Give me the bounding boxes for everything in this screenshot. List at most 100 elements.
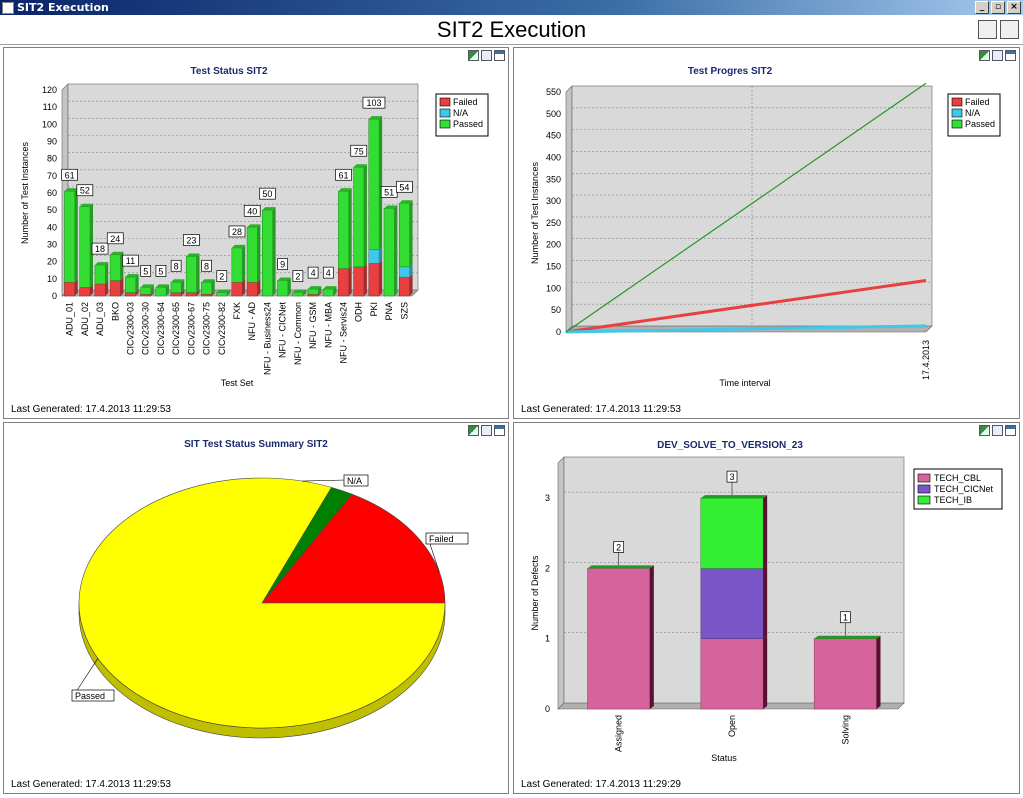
data-label: 54	[399, 182, 409, 192]
export-icon[interactable]	[978, 20, 997, 39]
zoom-icon[interactable]	[481, 50, 492, 61]
bar-segment	[368, 249, 380, 264]
data-label-box	[140, 265, 152, 277]
x-tick-label: CICv2300-30	[141, 302, 151, 355]
panel-toolbar	[468, 425, 505, 436]
data-label: 11	[126, 256, 135, 266]
bar-side	[763, 635, 768, 709]
y-tick-label: 30	[47, 240, 57, 250]
restore-button[interactable]: ▫	[991, 1, 1005, 14]
data-label: 24	[110, 234, 120, 244]
legend-swatch	[439, 97, 451, 107]
bar-segment	[201, 294, 212, 297]
export-excel-icon[interactable]	[979, 425, 990, 436]
panel-toolbar	[979, 50, 1016, 61]
pie-label-box	[71, 689, 115, 702]
y-tick-label: 40	[47, 222, 57, 232]
data-label: 2	[616, 542, 621, 552]
bar-top	[384, 205, 398, 209]
bar-side	[876, 635, 881, 709]
bar-side	[272, 207, 276, 296]
data-label-box	[182, 234, 200, 246]
bar-top	[323, 286, 337, 290]
bar-top	[587, 565, 654, 569]
bar-segment	[155, 287, 167, 297]
bar-side	[211, 291, 215, 296]
data-label: 2	[219, 272, 224, 282]
data-label-box	[362, 96, 386, 109]
data-label: 18	[95, 244, 105, 254]
zoom-icon[interactable]	[992, 50, 1003, 61]
data-label: 75	[354, 146, 364, 156]
bar-top	[700, 495, 768, 499]
layout-icon[interactable]	[1000, 20, 1019, 39]
maximize-icon[interactable]	[1005, 425, 1016, 436]
bar-top	[155, 284, 170, 288]
bar-top	[399, 200, 413, 204]
plot-side-wall	[557, 456, 565, 710]
legend-swatch	[439, 119, 451, 129]
chart-title: DEV_SOLVE_TO_VERSION_23	[657, 440, 803, 451]
panel-status-summary: SIT Test Status Summary SIT2 Failed N/A Pas…	[3, 422, 509, 794]
y-tick-label: 80	[47, 154, 57, 164]
zoom-icon[interactable]	[481, 425, 492, 436]
export-excel-icon[interactable]	[468, 425, 479, 436]
y-tick-label: 3	[545, 493, 550, 503]
y-tick-label: 400	[546, 152, 561, 162]
legend-swatch	[951, 119, 963, 129]
x-tick-label: ADU_01	[65, 302, 75, 336]
data-label-box	[122, 254, 139, 267]
maximize-icon[interactable]	[494, 50, 505, 61]
data-label: 50	[262, 189, 272, 199]
bar-segment	[64, 191, 76, 283]
close-button[interactable]: ×	[1007, 1, 1021, 14]
data-label-box	[170, 259, 182, 272]
bar-segment	[398, 266, 410, 278]
bar-side	[409, 200, 413, 267]
y-tick-label: 1	[545, 634, 550, 644]
maximize-icon[interactable]	[494, 425, 505, 436]
legend-label: Failed	[453, 97, 478, 107]
panel-footer: Last Generated: 17.4.2013 11:29:53	[11, 779, 171, 790]
data-label-box	[228, 225, 246, 238]
bar-segment	[700, 568, 764, 639]
data-label: 3	[729, 472, 734, 482]
x-tick-label: CICv2300-65	[171, 302, 181, 355]
x-tick-label: NFU - Business24	[262, 302, 272, 375]
y-tick-label: 450	[546, 131, 561, 141]
bar-top	[110, 251, 124, 255]
bar-segment	[231, 282, 243, 297]
bar-top	[125, 274, 139, 278]
bar-segment	[368, 263, 380, 297]
bar-side	[348, 265, 352, 296]
bar-segment	[94, 283, 106, 297]
defects-chart: DEV_SOLVE_TO_VERSION_23 0 1 2 3 2 Assigned 3 Ope…	[530, 440, 1003, 763]
bar-side	[287, 277, 291, 296]
y-axis-label: Number of Test Instances	[530, 162, 540, 264]
bar-side	[90, 203, 93, 288]
bar-side	[135, 289, 139, 296]
y-tick-label: 500	[546, 109, 561, 119]
zoom-icon[interactable]	[992, 425, 1003, 436]
bar-segment	[125, 276, 136, 293]
legend-label: N/A	[965, 108, 980, 118]
x-tick-label: ADU_03	[95, 302, 105, 336]
bar-side	[379, 260, 383, 296]
export-excel-icon[interactable]	[979, 50, 990, 61]
bar-segment	[277, 280, 289, 297]
y-tick-label: 300	[546, 196, 561, 206]
bar-top	[353, 164, 367, 168]
bar-side	[333, 286, 337, 296]
data-label-box	[350, 144, 368, 157]
minimize-button[interactable]: _	[975, 1, 989, 14]
bar-segment	[398, 203, 410, 268]
y-tick-label: 0	[556, 327, 561, 337]
maximize-icon[interactable]	[1005, 50, 1016, 61]
y-axis-label: Number of Test Instances	[20, 142, 30, 244]
bar-side	[257, 224, 261, 283]
bar-segment	[246, 282, 258, 297]
bar-top	[262, 207, 276, 211]
data-label: 8	[204, 261, 209, 271]
y-tick-label: 90	[47, 137, 57, 147]
export-excel-icon[interactable]	[468, 50, 479, 61]
